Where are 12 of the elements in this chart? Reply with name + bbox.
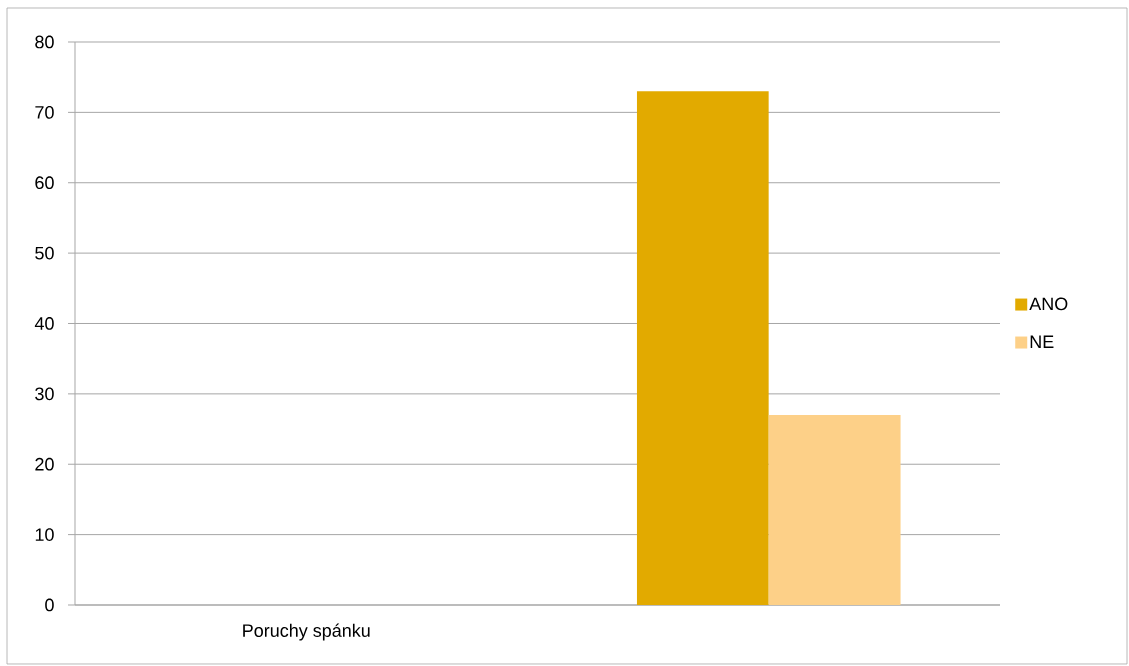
- y-tick-label: 70: [35, 105, 54, 119]
- y-tick-label: 10: [35, 528, 54, 541]
- y-tick-label: 60: [35, 176, 54, 190]
- y-tick-label: 50: [35, 246, 54, 260]
- y-tick-label: 40: [34, 317, 54, 330]
- legend-label: ANO: [1029, 297, 1068, 311]
- y-tick-label: 80: [35, 35, 54, 49]
- legend-label: NE: [1030, 335, 1054, 348]
- x-tick-label: Poruchy spánku: [243, 623, 370, 641]
- y-tick-label: 20: [35, 457, 54, 471]
- y-tick-label: 0: [45, 598, 54, 612]
- y-tick-label: 30: [35, 387, 54, 401]
